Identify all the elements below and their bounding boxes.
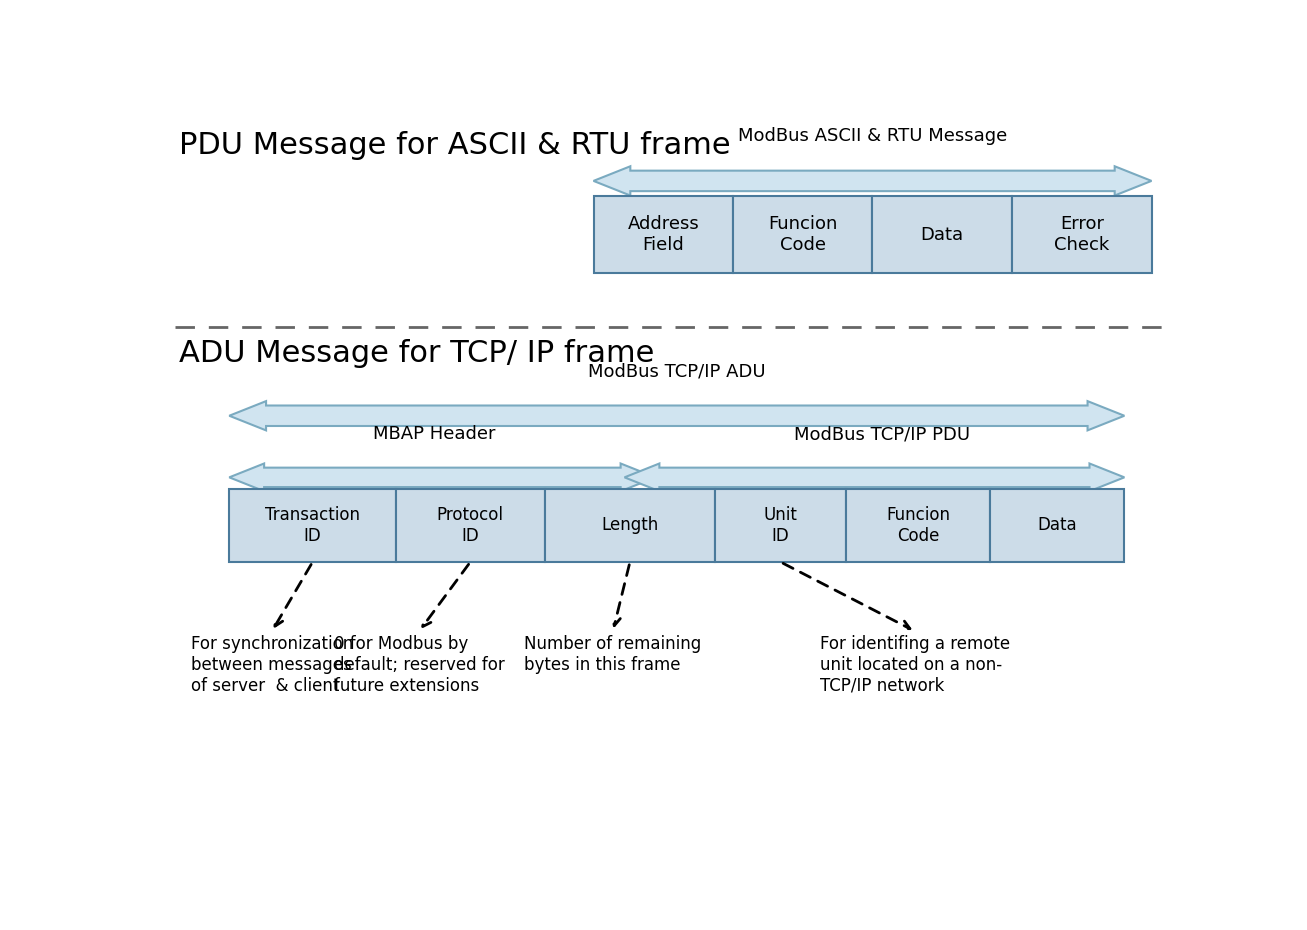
- Polygon shape: [593, 166, 1151, 195]
- FancyBboxPatch shape: [1012, 196, 1151, 273]
- Text: Unit
ID: Unit ID: [763, 506, 797, 545]
- FancyBboxPatch shape: [846, 489, 991, 562]
- FancyBboxPatch shape: [733, 196, 873, 273]
- Text: Error
Check: Error Check: [1055, 216, 1110, 254]
- Text: Data: Data: [920, 226, 963, 244]
- FancyBboxPatch shape: [229, 489, 396, 562]
- FancyBboxPatch shape: [593, 196, 733, 273]
- Text: ModBus TCP/IP ADU: ModBus TCP/IP ADU: [588, 363, 766, 380]
- Text: MBAP Header: MBAP Header: [374, 425, 495, 444]
- Polygon shape: [229, 401, 1124, 431]
- Text: 0 for Modbus by
default; reserved for
future extensions: 0 for Modbus by default; reserved for fu…: [333, 635, 505, 695]
- Text: ADU Message for TCP/ IP frame: ADU Message for TCP/ IP frame: [179, 339, 655, 367]
- FancyBboxPatch shape: [991, 489, 1124, 562]
- Text: Funcion
Code: Funcion Code: [886, 506, 950, 545]
- Text: PDU Message for ASCII & RTU frame: PDU Message for ASCII & RTU frame: [179, 131, 731, 160]
- FancyBboxPatch shape: [545, 489, 715, 562]
- Text: For identifing a remote
unit located on a non-
TCP/IP network: For identifing a remote unit located on …: [819, 635, 1010, 695]
- Text: Data: Data: [1038, 516, 1077, 535]
- FancyBboxPatch shape: [396, 489, 545, 562]
- Polygon shape: [229, 463, 656, 491]
- Text: Number of remaining
bytes in this frame: Number of remaining bytes in this frame: [524, 635, 702, 674]
- Text: Funcion
Code: Funcion Code: [769, 216, 838, 254]
- Text: For synchronization
between messages
of server  & client: For synchronization between messages of …: [191, 635, 353, 695]
- FancyBboxPatch shape: [715, 489, 846, 562]
- Text: Protocol
ID: Protocol ID: [437, 506, 503, 545]
- Text: ModBus TCP/IP PDU: ModBus TCP/IP PDU: [795, 425, 970, 444]
- Text: Address
Field: Address Field: [627, 216, 699, 254]
- Polygon shape: [625, 463, 1124, 491]
- Text: Length: Length: [601, 516, 659, 535]
- FancyBboxPatch shape: [873, 196, 1012, 273]
- Text: Transaction
ID: Transaction ID: [265, 506, 359, 545]
- Text: ModBus ASCII & RTU Message: ModBus ASCII & RTU Message: [738, 127, 1008, 145]
